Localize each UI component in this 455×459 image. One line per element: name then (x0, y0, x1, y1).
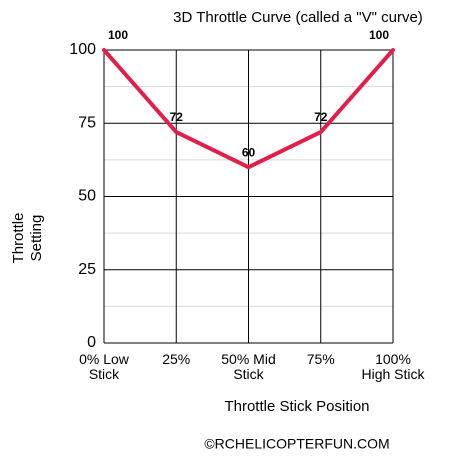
x-tick-label: 100% High Stick (361, 351, 425, 382)
data-label: 72 (170, 110, 184, 124)
data-label: 100 (369, 28, 389, 42)
x-axis-label: Throttle Stick Position (224, 398, 369, 415)
chart-title: 3D Throttle Curve (called a "V" curve) (173, 9, 423, 26)
x-tick-label: 50% Mid Stick (221, 351, 276, 382)
y-axis-label: Throttle Setting (10, 212, 45, 264)
x-tick-label: 25% (162, 351, 191, 367)
footer: ©RCHELICOPTERFUN.COM (204, 436, 389, 452)
data-label: 72 (314, 110, 328, 124)
line (102, 48, 395, 170)
y-tick-label: 75 (78, 114, 96, 131)
data-label: 100 (108, 28, 128, 42)
x-tick-label: 0% Low Stick (79, 351, 129, 382)
data-label: 60 (242, 145, 256, 159)
y-tick-label: 25 (78, 261, 96, 278)
y-tick-label: 100 (69, 41, 96, 58)
y-tick-label: 50 (78, 188, 96, 205)
x-tick-label: 75% (306, 351, 335, 367)
y-tick-label: 0 (87, 334, 96, 351)
